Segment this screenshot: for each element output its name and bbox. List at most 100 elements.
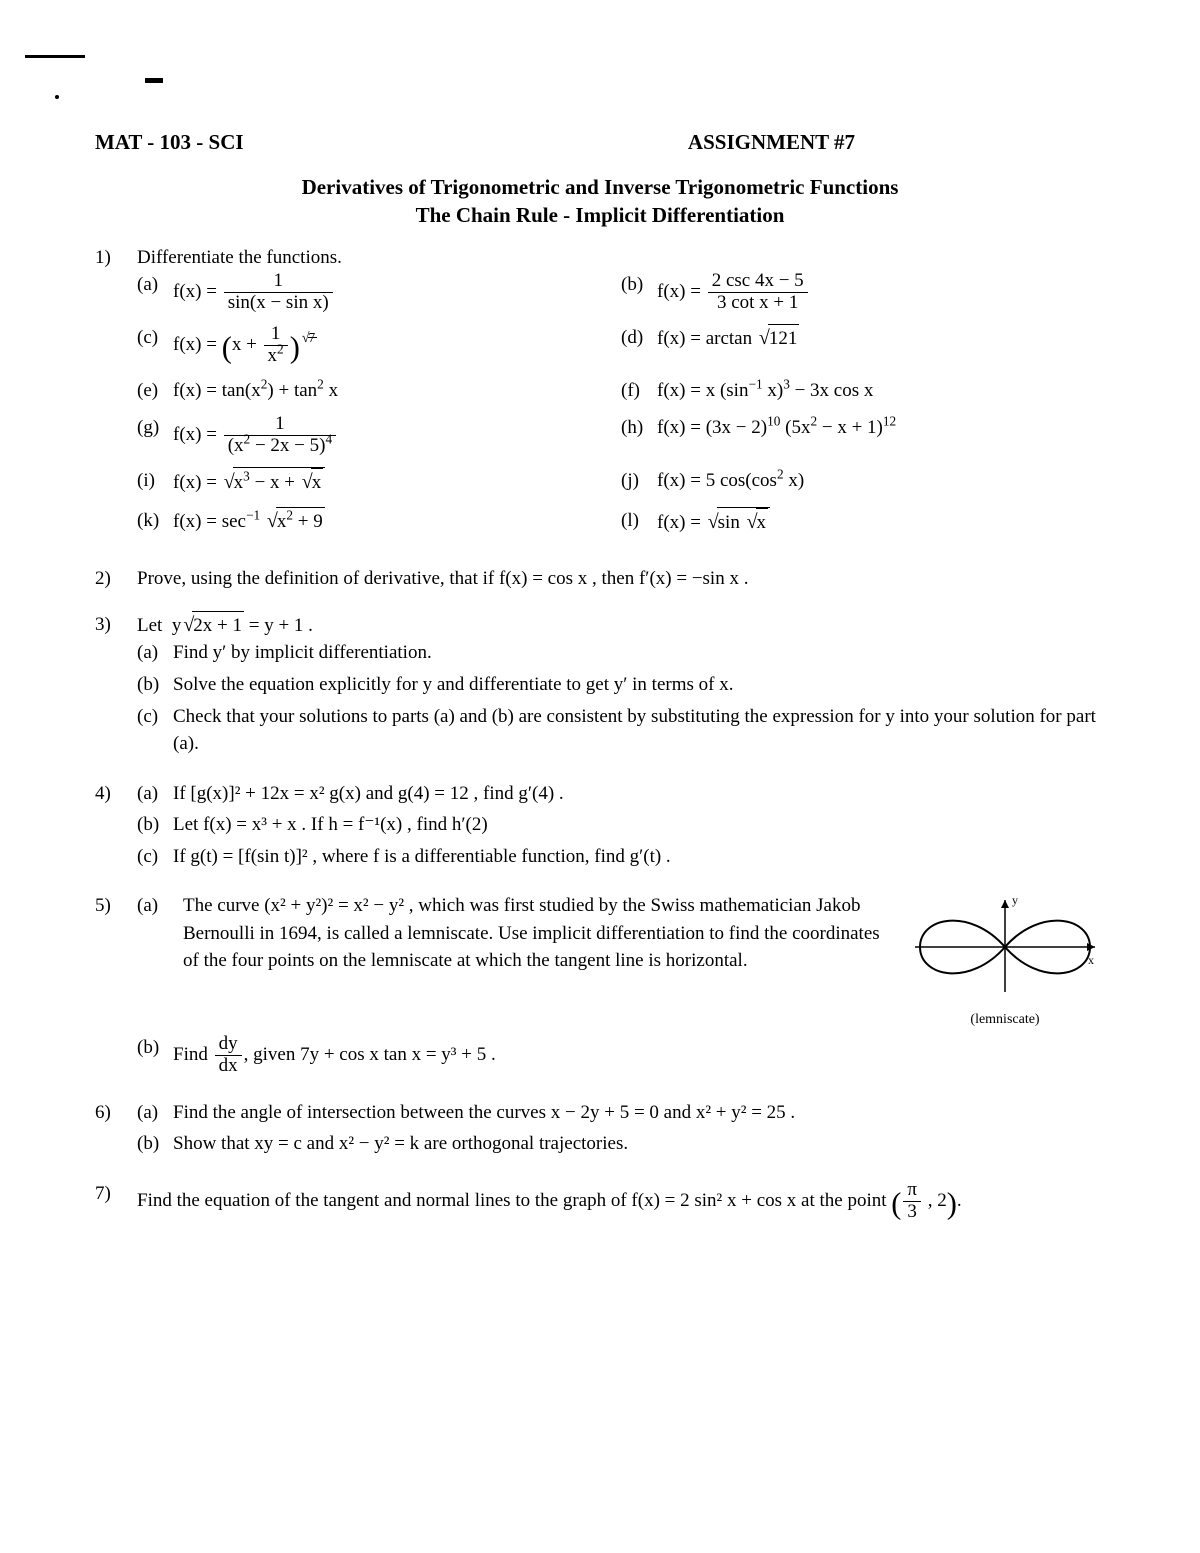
problem-stem: Differentiate the functions. (137, 244, 1105, 272)
figure-caption: (lemniscate) (905, 1010, 1105, 1030)
item-a: (a)If [g(x)]² + 12x = x² g(x) and g(4) =… (137, 780, 1105, 808)
item-d: (d) f(x) = arctan 121 (621, 324, 1105, 367)
problem-number: 4) (95, 780, 137, 875)
title-line-1: Derivatives of Trigonometric and Inverse… (95, 173, 1105, 201)
problem-number: 7) (95, 1180, 137, 1223)
label: (a) (137, 1099, 173, 1127)
item-c: (c) f(x) = (x + 1x2)7 (137, 324, 621, 367)
text-prefix: Find the equation of the tangent and nor… (137, 1189, 891, 1210)
text: Find the angle of intersection between t… (173, 1099, 795, 1127)
text-suffix: . (957, 1189, 962, 1210)
expr: f(x) = arctan 121 (657, 324, 799, 367)
label: (k) (137, 507, 173, 537)
problem-number: 3) (95, 611, 137, 762)
svg-text:x: x (1088, 953, 1094, 967)
label: (c) (137, 324, 173, 367)
course-code: MAT - 103 - SCI (95, 130, 244, 155)
item-l: (l) f(x) = sin x (621, 507, 1105, 537)
lemniscate-figure: x y (lemniscate) (905, 892, 1105, 1030)
label: (b) (621, 271, 657, 314)
expr: f(x) = 5 cos(cos2 x) (657, 467, 804, 497)
text: If [g(x)]² + 12x = x² g(x) and g(4) = 12… (173, 780, 564, 808)
problem-body: (a)If [g(x)]² + 12x = x² g(x) and g(4) =… (137, 780, 1105, 875)
label: (b) (137, 1034, 173, 1077)
svg-text:y: y (1012, 893, 1018, 907)
page: MAT - 103 - SCI ASSIGNMENT #7 Derivative… (0, 0, 1200, 1553)
item-c: (c)If g(t) = [f(sin t)]² , where f is a … (137, 843, 1105, 871)
text: Find y′ by implicit differentiation. (173, 639, 432, 667)
problem-body: (a)Find the angle of intersection betwee… (137, 1099, 1105, 1162)
problem-4: 4) (a)If [g(x)]² + 12x = x² g(x) and g(4… (95, 780, 1105, 875)
problem-6: 6) (a)Find the angle of intersection bet… (95, 1099, 1105, 1162)
label: (b) (137, 811, 173, 839)
problem-number: 2) (95, 565, 137, 593)
label: (a) (137, 639, 173, 667)
title-line-2: The Chain Rule - Implicit Differentiatio… (95, 201, 1105, 229)
item-a: (a)Find y′ by implicit differentiation. (137, 639, 1105, 667)
header-row: MAT - 103 - SCI ASSIGNMENT #7 (95, 130, 1105, 155)
label: (h) (621, 414, 657, 457)
item-j: (j) f(x) = 5 cos(cos2 x) (621, 467, 1105, 497)
item-e: (e) f(x) = tan(x2) + tan2 x (137, 377, 621, 405)
lemniscate-svg: x y (910, 892, 1100, 1002)
problem-number: 5) (95, 892, 137, 1080)
problem-body: Prove, using the definition of derivativ… (137, 565, 1105, 593)
problem-body: Differentiate the functions. (a) f(x) = … (137, 244, 1105, 547)
problem-body: Find the equation of the tangent and nor… (137, 1180, 1105, 1223)
assignment-number: ASSIGNMENT #7 (688, 130, 855, 155)
label: (i) (137, 467, 173, 497)
label: (l) (621, 507, 657, 537)
label: (c) (137, 703, 173, 758)
problem-3: 3) Let y2x + 1 = y + 1 . (a)Find y′ by i… (95, 611, 1105, 762)
scan-artifact-dot (55, 95, 59, 99)
label: (c) (137, 843, 173, 871)
text: Check that your solutions to parts (a) a… (173, 703, 1105, 758)
item-b: (b) f(x) = 2 csc 4x − 53 cot x + 1 (621, 271, 1105, 314)
label: (a) (137, 271, 173, 314)
label: (f) (621, 377, 657, 405)
expr: f(x) = x3 − x + x (173, 467, 325, 497)
item-a: (a) f(x) = 1sin(x − sin x) (137, 271, 621, 314)
label: (d) (621, 324, 657, 367)
item-h: (h) f(x) = (3x − 2)10 (5x2 − x + 1)12 (621, 414, 1105, 457)
problem-body: (a) The curve (x² + y²)² = x² − y² , whi… (137, 892, 1105, 1080)
scan-artifact-dash2 (145, 78, 163, 83)
expr: f(x) = sec−1 x2 + 9 (173, 507, 325, 537)
expr: f(x) = 2 csc 4x − 53 cot x + 1 (657, 271, 810, 314)
item-c: (c)Check that your solutions to parts (a… (137, 703, 1105, 758)
expr: f(x) = (3x − 2)10 (5x2 − x + 1)12 (657, 414, 896, 457)
item-k: (k) f(x) = sec−1 x2 + 9 (137, 507, 621, 537)
scan-artifact-dash (25, 55, 85, 58)
item-b: (b)Solve the equation explicitly for y a… (137, 671, 1105, 699)
text: If g(t) = [f(sin t)]² , where f is a dif… (173, 843, 671, 871)
item-b: (b) Find dydx, given 7y + cos x tan x = … (137, 1034, 1105, 1077)
label: (b) (137, 671, 173, 699)
expr: f(x) = 1(x2 − 2x − 5)4 (173, 414, 338, 457)
text: Show that xy = c and x² − y² = k are ort… (173, 1130, 628, 1158)
item-a: (a) The curve (x² + y²)² = x² − y² , whi… (137, 892, 1105, 1030)
text: Solve the equation explicitly for y and … (173, 671, 733, 699)
text: Let f(x) = x³ + x . If h = f⁻¹(x) , find… (173, 811, 488, 839)
label: (g) (137, 414, 173, 457)
problem-2: 2) Prove, using the definition of deriva… (95, 565, 1105, 593)
items-grid: (a) f(x) = 1sin(x − sin x) (b) f(x) = 2 … (137, 271, 1105, 547)
problem-stem: Let y2x + 1 = y + 1 . (137, 611, 1105, 640)
label: (a) (137, 892, 173, 920)
suffix: , given 7y + cos x tan x = y³ + 5 . (244, 1044, 496, 1065)
item-a: (a)Find the angle of intersection betwee… (137, 1099, 1105, 1127)
item-g: (g) f(x) = 1(x2 − 2x − 5)4 (137, 414, 621, 457)
text: Find dydx, given 7y + cos x tan x = y³ +… (173, 1034, 496, 1077)
expr: f(x) = 1sin(x − sin x) (173, 271, 335, 314)
expr: f(x) = sin x (657, 507, 770, 537)
page-title: Derivatives of Trigonometric and Inverse… (95, 173, 1105, 230)
problem-body: Let y2x + 1 = y + 1 . (a)Find y′ by impl… (137, 611, 1105, 762)
problem-number: 1) (95, 244, 137, 547)
prefix: Find (173, 1044, 213, 1065)
expr: f(x) = tan(x2) + tan2 x (173, 377, 338, 405)
label: (e) (137, 377, 173, 405)
problem-5: 5) (a) The curve (x² + y²)² = x² − y² , … (95, 892, 1105, 1080)
item-b: (b)Let f(x) = x³ + x . If h = f⁻¹(x) , f… (137, 811, 1105, 839)
text: The curve (x² + y²)² = x² − y² , which w… (183, 892, 895, 975)
label: (b) (137, 1130, 173, 1158)
expr: f(x) = (x + 1x2)7 (173, 324, 317, 367)
